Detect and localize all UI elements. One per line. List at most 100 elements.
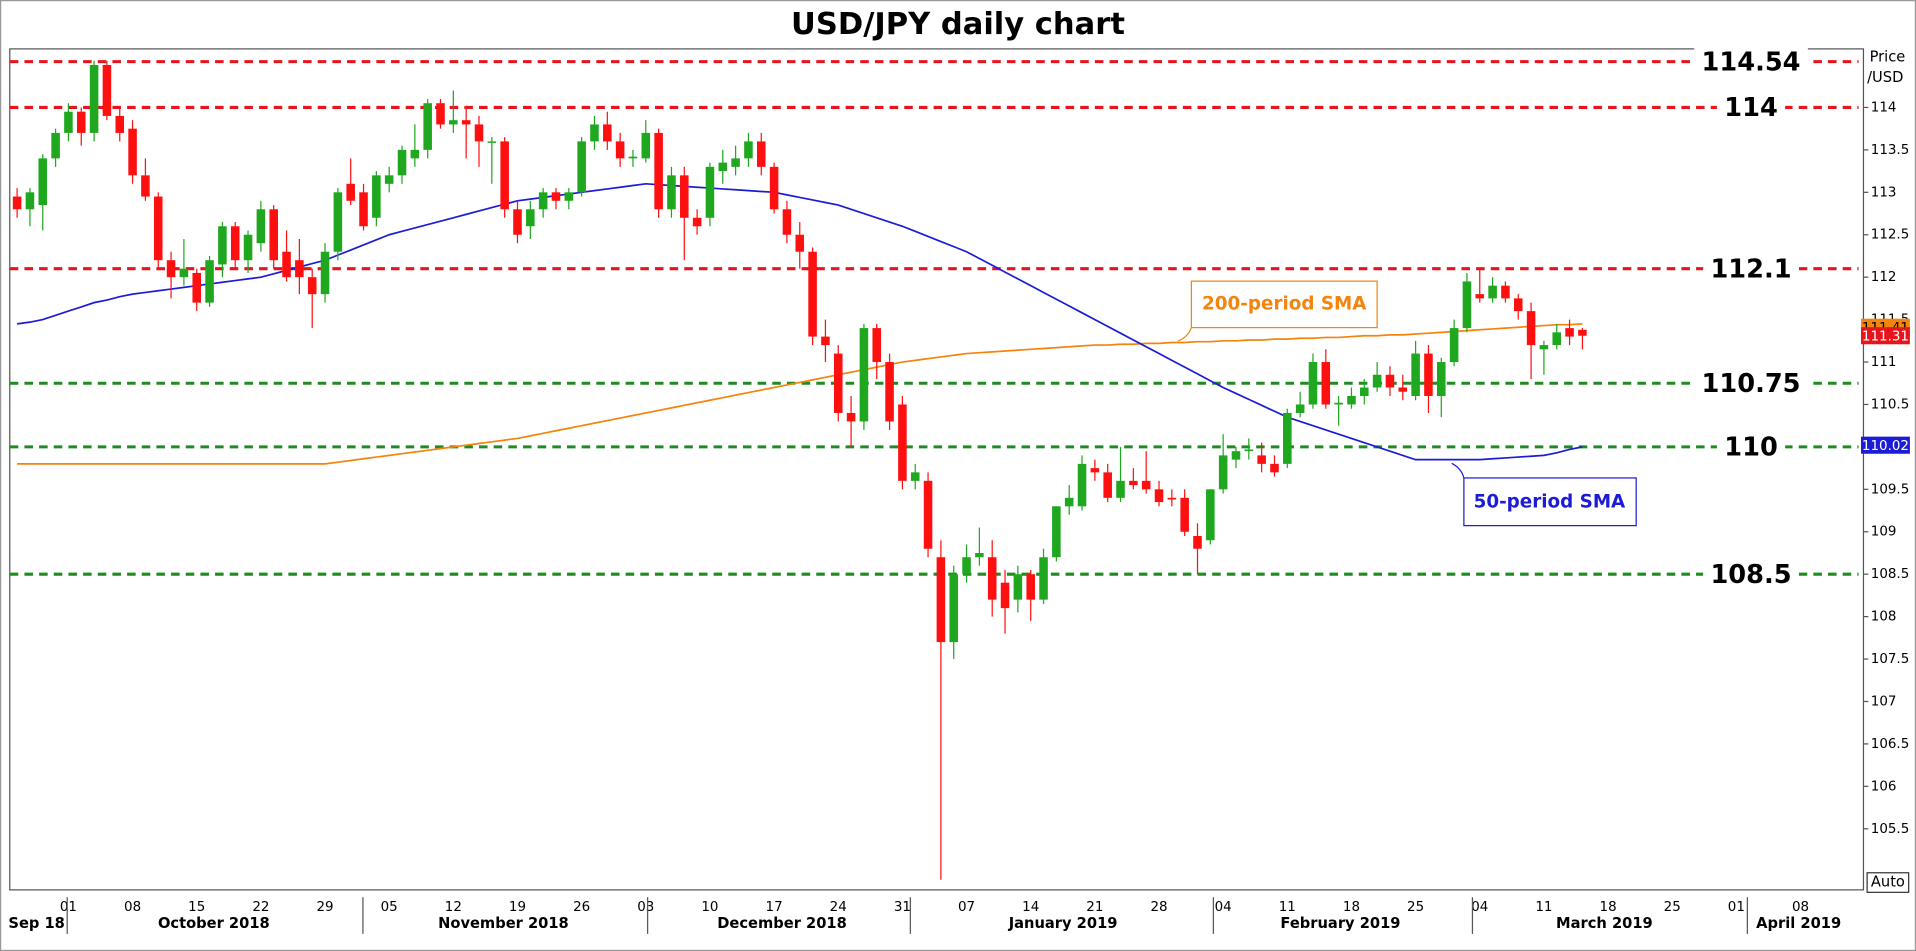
- candle-body: [718, 162, 728, 172]
- candle-body: [1039, 557, 1048, 600]
- candle-body: [192, 272, 202, 303]
- auto-button-text[interactable]: Auto: [1871, 874, 1905, 891]
- candle-body: [436, 103, 445, 125]
- legend-entry: 200-period SMA: [1202, 293, 1367, 314]
- candle-body: [1295, 404, 1305, 413]
- month-label: October 2018: [158, 915, 270, 932]
- candle-body: [1090, 468, 1100, 473]
- candle-body: [756, 141, 766, 167]
- candle-body: [295, 260, 304, 278]
- x-tick-label: 22: [252, 900, 269, 915]
- candle-body: [449, 120, 458, 125]
- plot-area: [9, 48, 1865, 891]
- candle-body: [1077, 463, 1087, 507]
- y-tick-label: 113.5: [1871, 143, 1909, 158]
- y-tick-label: 109: [1871, 525, 1897, 540]
- candle-body: [218, 226, 227, 265]
- candle-body: [1539, 345, 1549, 350]
- candle-body: [1231, 451, 1241, 460]
- candle-body: [1167, 497, 1177, 500]
- candle-body: [359, 192, 368, 227]
- x-tick-label: 24: [830, 900, 847, 915]
- level-label: 110.75: [1702, 369, 1801, 399]
- x-tick-label: 01: [60, 900, 77, 915]
- y-tick-label: 107.5: [1871, 652, 1909, 667]
- x-tick-label: 17: [766, 900, 783, 915]
- candle-body: [680, 175, 689, 218]
- candle-body: [1578, 329, 1587, 336]
- candle-body: [987, 557, 997, 600]
- y-tick-label: 112.5: [1871, 228, 1909, 243]
- candle-body: [1385, 374, 1395, 388]
- y-tick-label: 112: [1871, 270, 1897, 285]
- candle-body: [397, 149, 407, 176]
- level-label: 108.5: [1710, 560, 1791, 590]
- candle-body: [64, 111, 73, 133]
- candle-body: [372, 175, 381, 218]
- x-tick-label: 04: [1215, 900, 1232, 915]
- candle-body: [474, 124, 484, 142]
- month-label: April 2019: [1756, 915, 1841, 932]
- candle-body: [1462, 281, 1472, 329]
- candle-body: [1449, 328, 1459, 363]
- x-tick-label: 04: [1471, 900, 1488, 915]
- x-tick-label: 26: [573, 900, 590, 915]
- auto-button-box[interactable]: [1866, 872, 1910, 893]
- candle-body: [1347, 395, 1356, 405]
- candle-body: [307, 277, 317, 295]
- candle-body: [1526, 311, 1536, 346]
- candle-body: [1129, 480, 1138, 486]
- y-tick-label: 114: [1871, 100, 1897, 115]
- x-tick-label: 08: [124, 900, 141, 915]
- candle-body: [25, 192, 35, 210]
- candle-body: [1475, 294, 1485, 299]
- candle-body: [923, 480, 933, 549]
- candle-body: [551, 192, 561, 201]
- level-label: 114: [1724, 93, 1778, 123]
- y-axis-label: /USD: [1867, 69, 1903, 86]
- candle-body: [76, 111, 86, 133]
- candle-body: [538, 192, 548, 210]
- x-tick-label: 14: [1022, 900, 1039, 915]
- sma-line: [16, 182, 1583, 461]
- candle-body: [1437, 362, 1446, 396]
- candle-body: [1513, 298, 1523, 312]
- candle-body: [526, 209, 535, 227]
- candle-body: [141, 175, 150, 197]
- candle-body: [590, 124, 599, 142]
- candle-body: [102, 65, 112, 116]
- x-tick-label: 18: [1343, 900, 1360, 915]
- candle-body: [1206, 489, 1215, 541]
- candle-body: [500, 141, 509, 210]
- x-tick-label: 15: [188, 900, 205, 915]
- candle-body: [1398, 387, 1408, 392]
- y-tick-label: 107: [1871, 694, 1897, 709]
- candle-body: [1257, 455, 1266, 464]
- candle-body: [808, 251, 817, 337]
- price-tag: [1861, 436, 1910, 454]
- candle-body: [128, 128, 137, 176]
- candle-body: [1360, 387, 1369, 396]
- candle-body: [1244, 449, 1254, 452]
- month-label: March 2019: [1556, 915, 1653, 932]
- x-tick-label: 18: [1600, 900, 1617, 915]
- candle-body: [872, 328, 882, 363]
- auto-button[interactable]: Auto: [1866, 872, 1910, 893]
- candle-body: [1411, 353, 1420, 396]
- candle-body: [153, 196, 163, 261]
- legend-entry: 50-period SMA: [1474, 491, 1626, 512]
- candle-body: [1103, 472, 1112, 498]
- price-tag: [1861, 327, 1910, 345]
- callout-line: [1451, 462, 1465, 479]
- candle-body: [833, 353, 843, 413]
- x-tick-label: 05: [381, 900, 398, 915]
- candle-body: [1321, 362, 1331, 405]
- candle-body: [975, 552, 984, 558]
- candle-body: [1180, 497, 1189, 532]
- price-tag-label: 111.31: [1862, 329, 1909, 344]
- level-label-bg: [1694, 47, 1808, 78]
- x-tick-label: 07: [958, 900, 975, 915]
- candle-body: [1154, 489, 1164, 503]
- candle-body: [692, 217, 702, 227]
- candle-body: [256, 209, 266, 244]
